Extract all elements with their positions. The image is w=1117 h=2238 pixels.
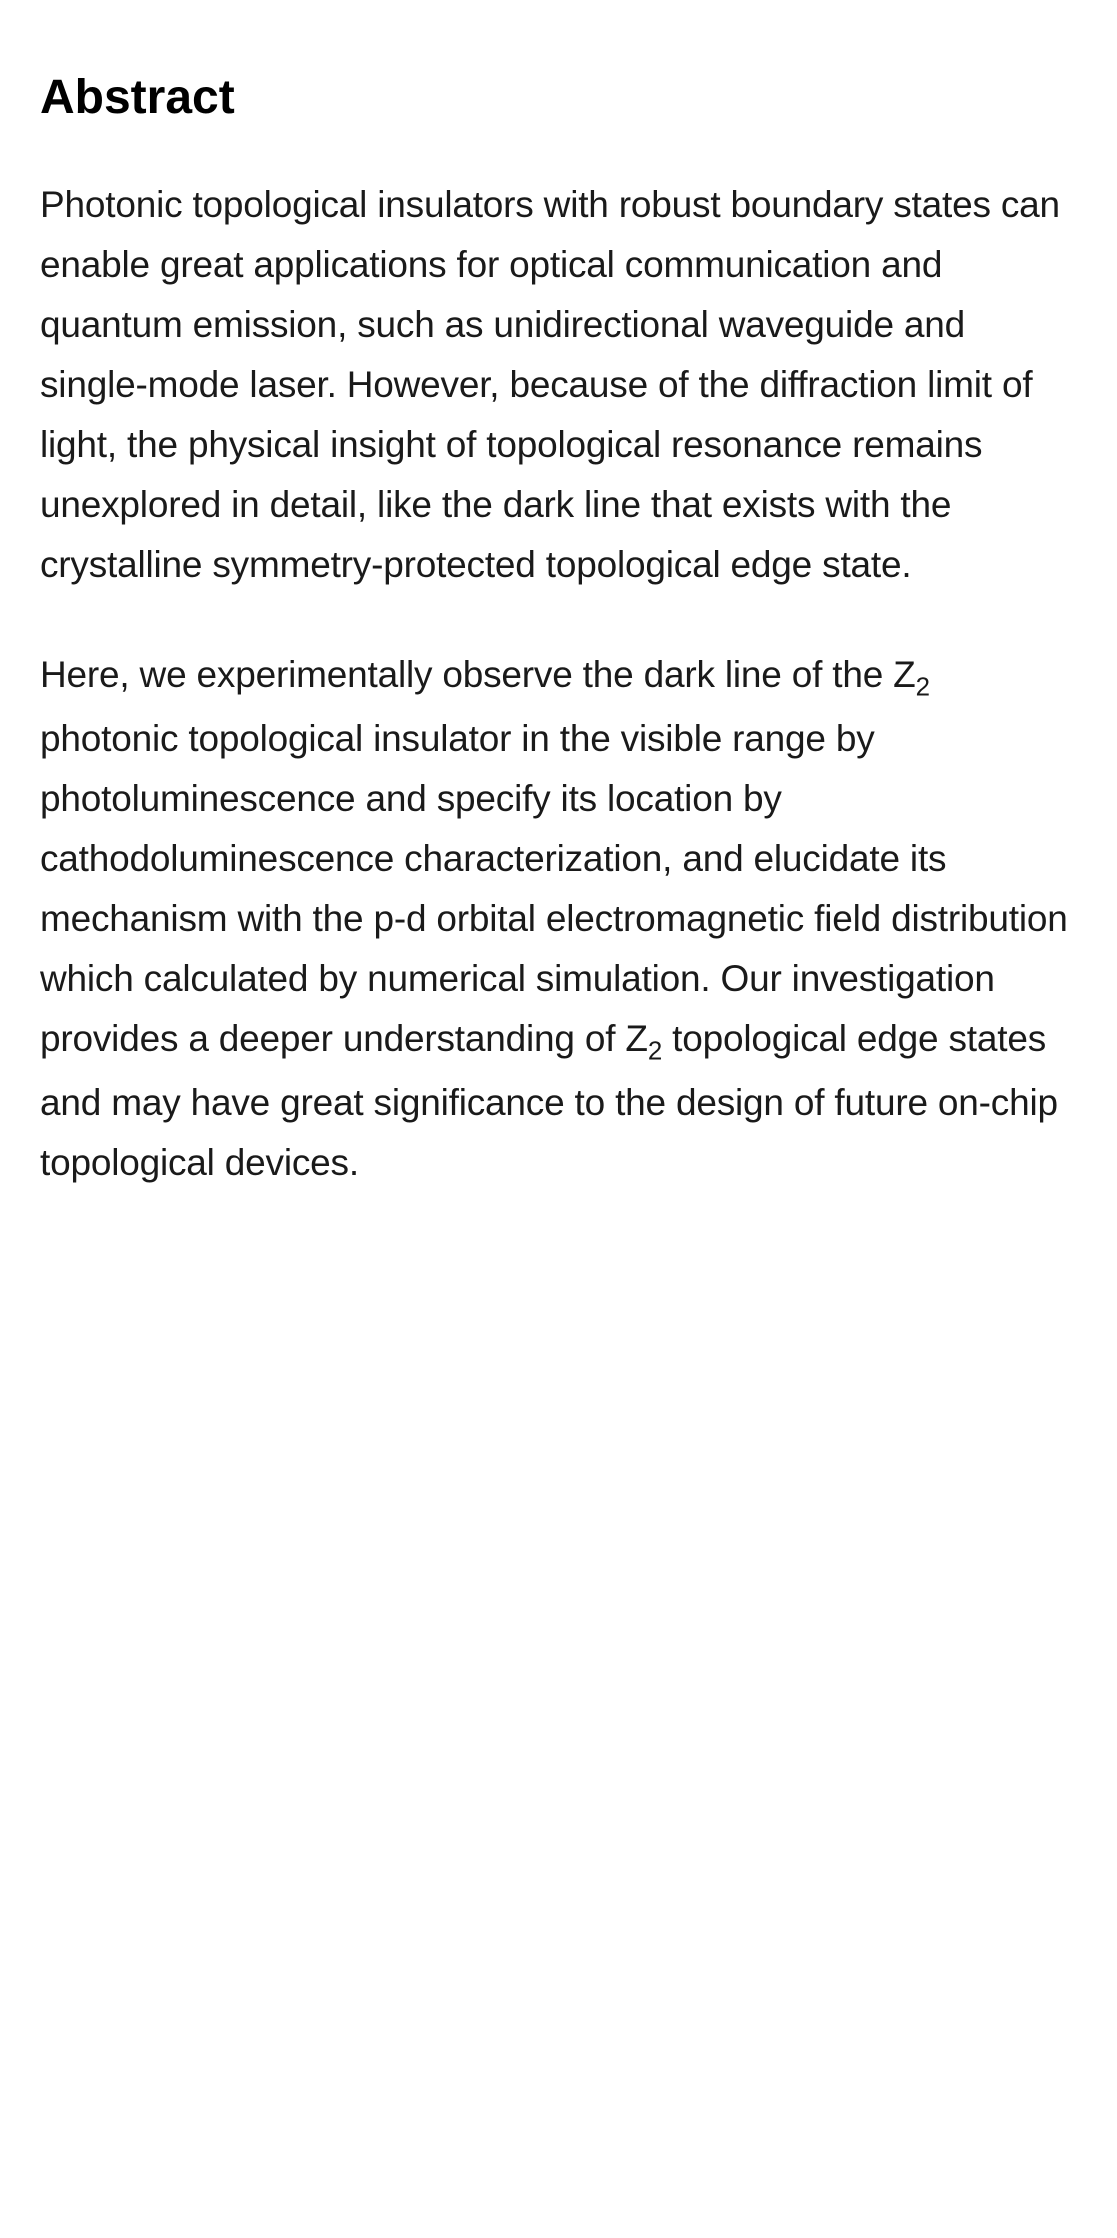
abstract-paragraph-2: Here, we experimentally observe the dark…	[40, 645, 1077, 1193]
abstract-heading: Abstract	[40, 70, 1077, 125]
paragraph-text: photonic topological insulator in the vi…	[40, 718, 1068, 1059]
subscript-z2-first: 2	[916, 673, 930, 701]
abstract-paragraph-1: Photonic topological insulators with rob…	[40, 175, 1077, 595]
subscript-z2-second: 2	[648, 1037, 662, 1065]
paragraph-text: Here, we experimentally observe the dark…	[40, 654, 916, 695]
